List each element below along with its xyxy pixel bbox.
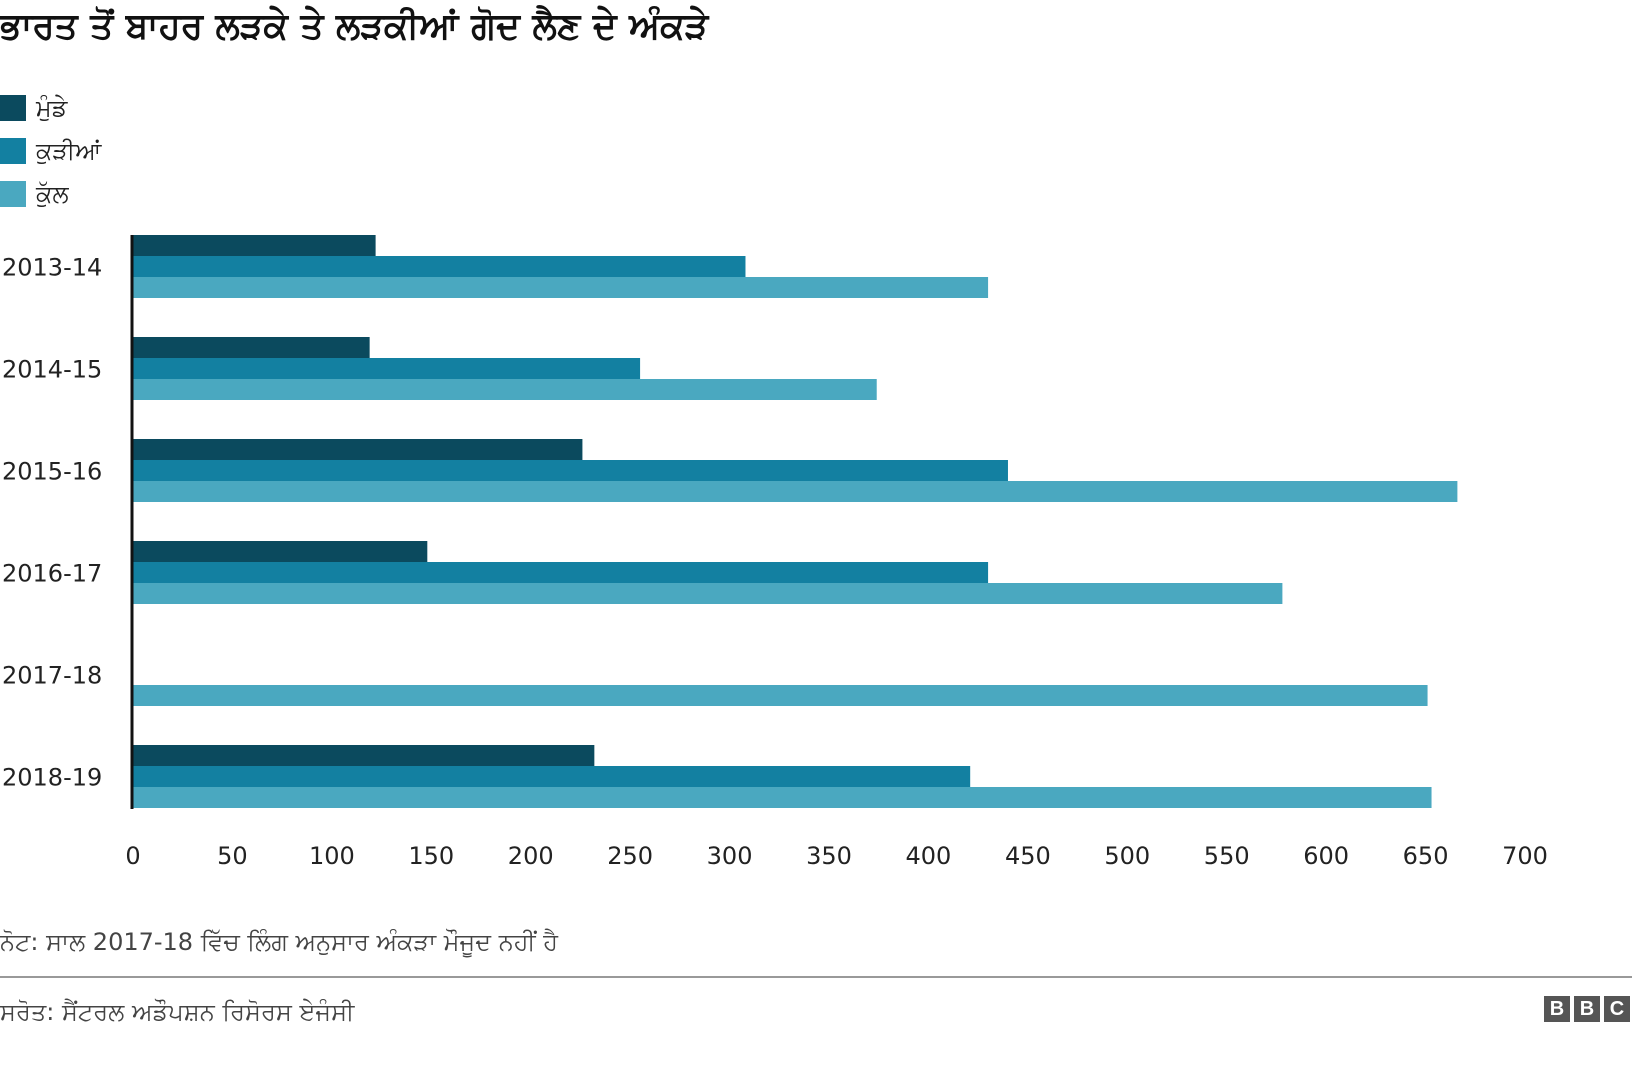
x-tick-label: 250 [607,842,653,870]
x-tick-label: 350 [806,842,852,870]
category-label: 2014-15 [2,356,102,384]
bar-chart: 2013-14 2014-15 2015-16 2016-17 2017-18 2018-… [2,235,1548,870]
bar-2017-18-2 [133,685,1428,706]
bar-2018-19-0 [133,745,595,766]
bar-2016-17-1 [133,562,989,583]
x-tick-label: 700 [1502,842,1548,870]
bar-2015-16-2 [133,481,1458,502]
bbc-logo: B B C [1544,996,1630,1022]
chart-title: ਭਾਰਤ ਤੋਂ ਬਾਹਰ ਲੜਕੇ ਤੇ ਲੜਕੀਆਂ ਗੋਦ ਲੈਣ ਦੇ … [0,6,709,47]
bar-2018-19-1 [133,766,971,787]
bar-2016-17-0 [133,541,428,562]
bar-2014-15-1 [133,358,641,379]
logo-letter: B [1574,996,1600,1022]
legend-label: ਕੁੜੀਆਂ [36,136,102,165]
x-tick-label: 150 [408,842,454,870]
logo-letter: C [1604,996,1630,1022]
category-label: 2013-14 [2,254,102,282]
bar-2013-14-1 [133,256,746,277]
x-tick-label: 650 [1403,842,1449,870]
category-label: 2018-19 [2,764,102,792]
chart-source: ਸਰੋਤ: ਸੈਂਟਰਲ ਅਡੌਪਸ਼ਨ ਰਿਸੋਰਸ ਏਜੰਸੀ [0,998,355,1026]
legend-swatch [0,137,26,164]
x-tick-label: 500 [1104,842,1150,870]
category-label: 2017-18 [2,662,102,690]
x-tick-label: 100 [309,842,355,870]
bar-2014-15-2 [133,379,877,400]
legend-swatch [0,94,26,121]
bar-2018-19-2 [133,787,1432,808]
legend-label: ਕੁੱਲ [36,179,69,208]
legend: ਮੁੰਡੇ ਕੁੜੀਆਂ ਕੁੱਲ [0,86,101,215]
bar-2015-16-0 [133,439,583,460]
x-tick-label: 50 [217,842,248,870]
legend-item-girls: ਕੁੜੀਆਂ [0,129,101,172]
bar-2016-17-2 [133,583,1283,604]
x-tick-label: 600 [1303,842,1349,870]
x-tick-label: 450 [1005,842,1051,870]
legend-item-total: ਕੁੱਲ [0,172,101,215]
x-tick-label: 550 [1204,842,1250,870]
x-tick-label: 0 [125,842,140,870]
category-label: 2015-16 [2,458,102,486]
legend-label: ਮੁੰਡੇ [36,93,68,122]
bar-2015-16-1 [133,460,1008,481]
x-tick-label: 200 [508,842,554,870]
x-tick-label: 400 [906,842,952,870]
legend-swatch [0,180,26,207]
legend-item-boys: ਮੁੰਡੇ [0,86,101,129]
x-tick-label: 300 [707,842,753,870]
category-label: 2016-17 [2,560,102,588]
bar-2014-15-0 [133,337,370,358]
chart-note: ਨੋਟ: ਸਾਲ 2017-18 ਵਿੱਚ ਲਿੰਗ ਅਨੁਸਾਰ ਅੰਕੜਾ … [0,928,559,956]
divider [0,976,1632,978]
bar-2013-14-0 [133,235,376,256]
logo-letter: B [1544,996,1570,1022]
bar-2013-14-2 [133,277,989,298]
